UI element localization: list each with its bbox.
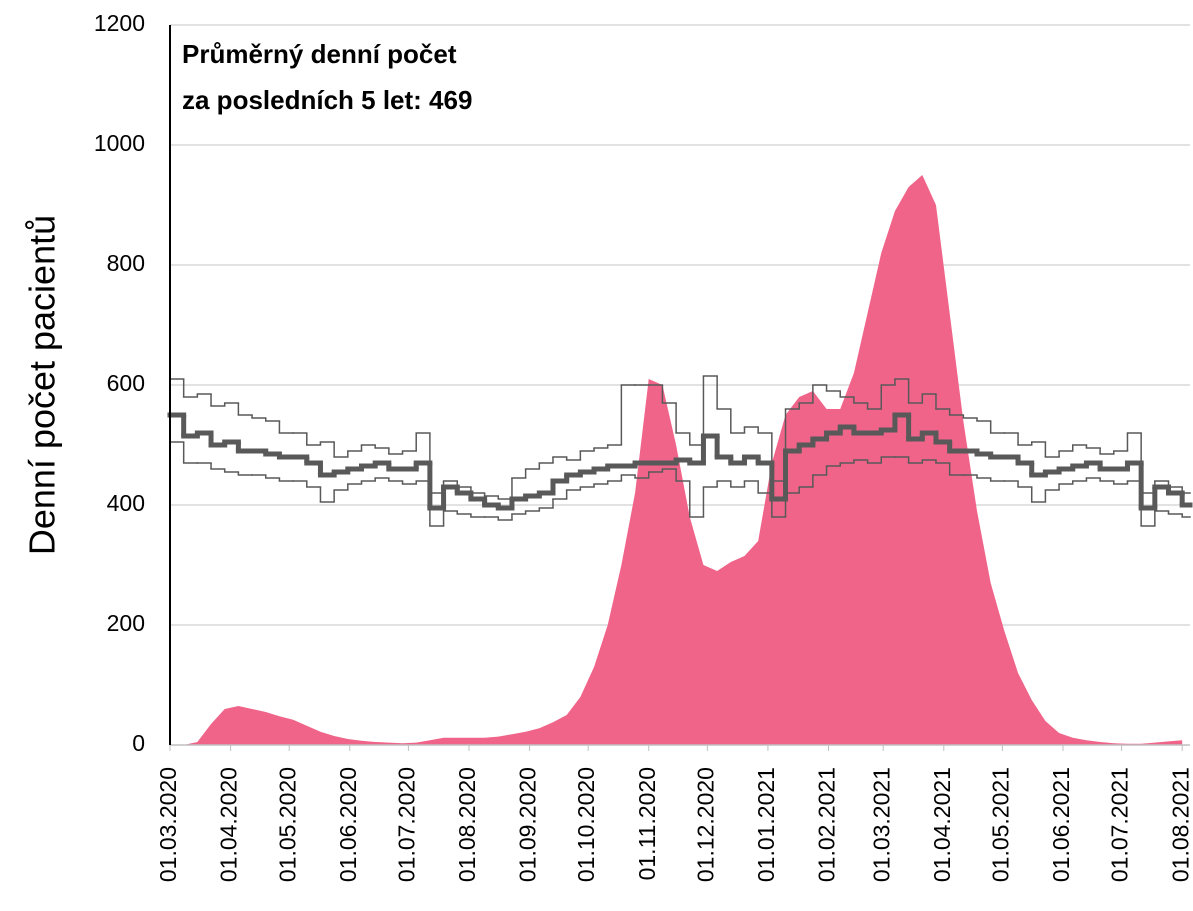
y-axis-title: Denní počet pacientů (22, 215, 63, 555)
x-tick-label: 01.05.2020 (274, 767, 300, 882)
x-tick-label: 01.04.2021 (929, 767, 955, 882)
x-tick-label: 01.09.2020 (515, 767, 541, 882)
y-tick-label: 1000 (94, 130, 145, 156)
x-tick-label: 01.06.2021 (1048, 767, 1074, 882)
y-tick-label: 600 (107, 370, 145, 396)
x-tick-label: 01.03.2021 (868, 767, 894, 882)
y-tick-label: 400 (107, 490, 145, 516)
annotation: za posledních 5 let: 469 (182, 85, 472, 115)
y-tick-label: 200 (107, 610, 145, 636)
x-tick-label: 01.08.2020 (454, 767, 480, 882)
y-tick-label: 0 (132, 730, 145, 756)
x-tick-label: 01.11.2020 (634, 767, 660, 880)
x-tick-label: 01.06.2020 (335, 767, 361, 882)
x-tick-label: 01.03.2020 (155, 767, 181, 882)
x-tick-label: 01.08.2021 (1167, 767, 1193, 882)
annotation: Průměrný denní počet (182, 39, 457, 69)
x-tick-label: 01.07.2021 (1107, 767, 1133, 882)
x-tick-label: 01.12.2020 (692, 767, 718, 882)
x-tick-label: 01.05.2021 (987, 767, 1013, 882)
x-tick-label: 01.10.2020 (573, 767, 599, 882)
y-tick-label: 1200 (94, 10, 145, 36)
x-tick-label: 01.02.2021 (814, 767, 840, 882)
x-tick-label: 01.01.2021 (753, 767, 779, 882)
y-tick-label: 800 (107, 250, 145, 276)
x-tick-label: 01.04.2020 (216, 767, 242, 882)
x-tick-label: 01.07.2020 (393, 767, 419, 882)
